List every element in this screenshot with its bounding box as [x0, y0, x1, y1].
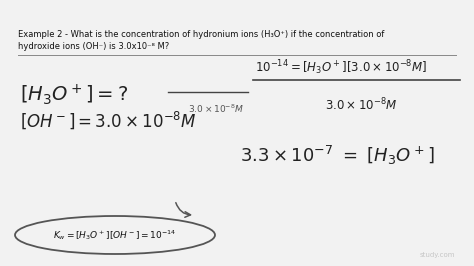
Text: $3.3\times10^{-7}\ =\ [H_3O^+]$: $3.3\times10^{-7}\ =\ [H_3O^+]$: [240, 143, 435, 167]
Text: study.com: study.com: [419, 252, 455, 258]
Text: $[OH^-] = 3.0\times10^{-8}M$: $[OH^-] = 3.0\times10^{-8}M$: [20, 109, 197, 131]
Text: $K_w = [H_3O^+][OH^-] = 10^{-14}$: $K_w = [H_3O^+][OH^-] = 10^{-14}$: [54, 228, 177, 242]
Text: Example 2 - What is the concentration of hydronium ions (H₃O⁺) if the concentrat: Example 2 - What is the concentration of…: [18, 30, 384, 39]
Text: $10^{-14} = [H_3O^+][3.0\times10^{-8}M]$: $10^{-14} = [H_3O^+][3.0\times10^{-8}M]$: [255, 59, 428, 77]
Text: $3.0\times10^{-8}M$: $3.0\times10^{-8}M$: [325, 97, 398, 114]
Text: hydroxide ions (OH⁻) is 3.0x10⁻⁸ M?: hydroxide ions (OH⁻) is 3.0x10⁻⁸ M?: [18, 42, 169, 51]
Text: $[H_3O^+] = ?$: $[H_3O^+] = ?$: [20, 83, 128, 107]
Text: $3.0\times10^{-8}M$: $3.0\times10^{-8}M$: [188, 103, 244, 115]
